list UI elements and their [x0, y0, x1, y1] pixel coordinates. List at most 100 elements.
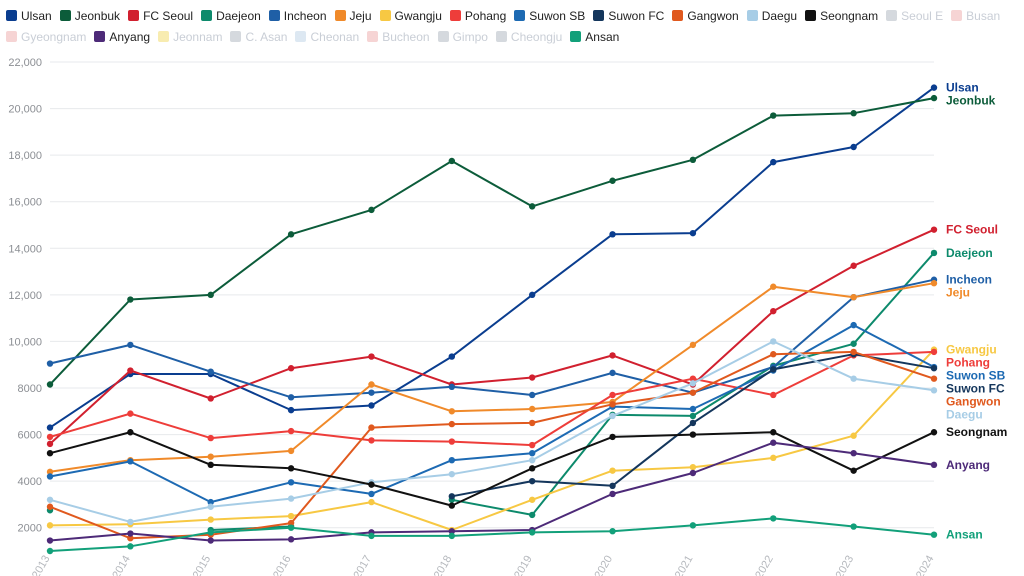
data-point	[528, 405, 536, 413]
legend-item[interactable]: Bucheon	[367, 28, 430, 45]
data-point	[528, 391, 536, 399]
series-daegu	[46, 338, 938, 526]
series-suwon-sb	[46, 321, 938, 506]
data-point	[448, 408, 456, 415]
legend-swatch	[886, 10, 898, 21]
data-point	[46, 433, 54, 441]
legend-item[interactable]: Daejeon	[201, 7, 261, 24]
end-label: Ansan	[946, 528, 983, 542]
data-point	[127, 296, 134, 303]
legend-item[interactable]: Cheonan	[295, 28, 359, 45]
legend-item[interactable]: FC Seoul	[128, 7, 193, 24]
data-point	[689, 375, 697, 382]
data-point	[448, 383, 456, 391]
data-point	[287, 406, 295, 414]
legend-item[interactable]: Anyang	[94, 28, 150, 45]
data-point	[127, 543, 134, 550]
data-point	[448, 528, 456, 535]
data-point	[448, 532, 456, 540]
legend-item[interactable]: Seoul E	[886, 7, 943, 24]
data-point	[528, 496, 536, 503]
data-point	[850, 450, 857, 457]
legend-swatch	[6, 10, 17, 21]
data-point	[850, 110, 857, 117]
legend-label: Seongnam	[820, 8, 879, 23]
legend-item[interactable]: Jeonbuk	[59, 7, 121, 24]
series-line	[49, 517, 935, 552]
data-point	[368, 481, 375, 488]
data-point	[46, 522, 54, 529]
data-point	[689, 412, 697, 420]
legend-item[interactable]: Gimpo	[437, 28, 488, 45]
data-point	[127, 458, 134, 465]
y-tick-label: 20,000	[8, 104, 42, 116]
data-point	[368, 490, 375, 498]
legend-item[interactable]: Gyeongnam	[6, 28, 86, 45]
data-point	[770, 351, 777, 358]
data-point	[850, 143, 857, 151]
y-tick-label: 16,000	[8, 197, 42, 209]
legend-item[interactable]: Pohang	[449, 7, 506, 24]
legend-label: Jeonbuk	[74, 8, 121, 23]
legend-item[interactable]: C. Asan	[230, 28, 287, 45]
data-point	[528, 450, 536, 457]
data-point	[207, 291, 214, 299]
y-tick-label: 4000	[18, 476, 42, 488]
legend-label: Seoul E	[901, 8, 944, 23]
legend-item[interactable]: Seongnam	[805, 7, 878, 24]
data-point	[850, 321, 857, 329]
series-jeonbuk	[46, 94, 938, 388]
data-point	[207, 453, 214, 460]
series-incheon	[46, 276, 938, 401]
data-point	[609, 412, 616, 420]
legend-label: Ansan	[585, 29, 620, 44]
series-jeju	[46, 280, 938, 476]
data-point	[127, 367, 134, 374]
data-point	[368, 402, 375, 409]
legend-label: Bucheon	[382, 29, 430, 44]
legend-item[interactable]: Incheon	[268, 7, 327, 24]
legend-item[interactable]: Ulsan	[6, 7, 52, 24]
data-point	[850, 293, 857, 301]
legend-swatch	[746, 10, 758, 21]
data-point	[448, 470, 456, 478]
legend-item[interactable]: Gangwon	[672, 7, 739, 24]
legend-label: FC Seoul	[143, 8, 194, 23]
series-line	[49, 340, 935, 523]
legend-item[interactable]: Suwon SB	[514, 7, 585, 24]
end-label: Ulsan	[946, 81, 979, 95]
series-line	[49, 282, 935, 473]
y-tick-label: 18,000	[8, 150, 42, 162]
legend-label: Gwangju	[394, 8, 442, 23]
data-point	[207, 368, 214, 375]
legend-item[interactable]: Busan	[951, 7, 1000, 24]
legend-item[interactable]: Suwon FC	[593, 7, 664, 24]
data-point	[287, 479, 295, 486]
series-ulsan	[46, 84, 938, 431]
legend-swatch	[495, 31, 507, 42]
legend-item[interactable]: Jeonnam	[158, 28, 222, 45]
legend-item[interactable]: Gwangju	[379, 7, 442, 24]
data-point	[609, 391, 616, 399]
legend-item[interactable]: Daegu	[746, 7, 797, 24]
legend-item[interactable]: Jeju	[334, 7, 372, 24]
data-point	[448, 353, 456, 360]
series-line	[49, 278, 935, 399]
end-label: FC Seoul	[946, 223, 998, 237]
data-point	[770, 158, 777, 166]
data-point	[689, 405, 697, 413]
data-point	[528, 441, 536, 449]
legend-item[interactable]: Ansan	[570, 28, 619, 45]
data-point	[368, 498, 375, 506]
legend-label: Jeju	[349, 8, 372, 23]
data-point	[448, 456, 456, 464]
data-point	[368, 532, 375, 540]
series-ansan	[46, 515, 938, 555]
legend-item[interactable]: Cheongju	[495, 28, 562, 45]
data-point	[770, 515, 777, 522]
data-point	[609, 490, 616, 498]
legend-swatch	[437, 31, 449, 42]
data-point	[528, 374, 536, 381]
series-anyang	[46, 439, 938, 544]
